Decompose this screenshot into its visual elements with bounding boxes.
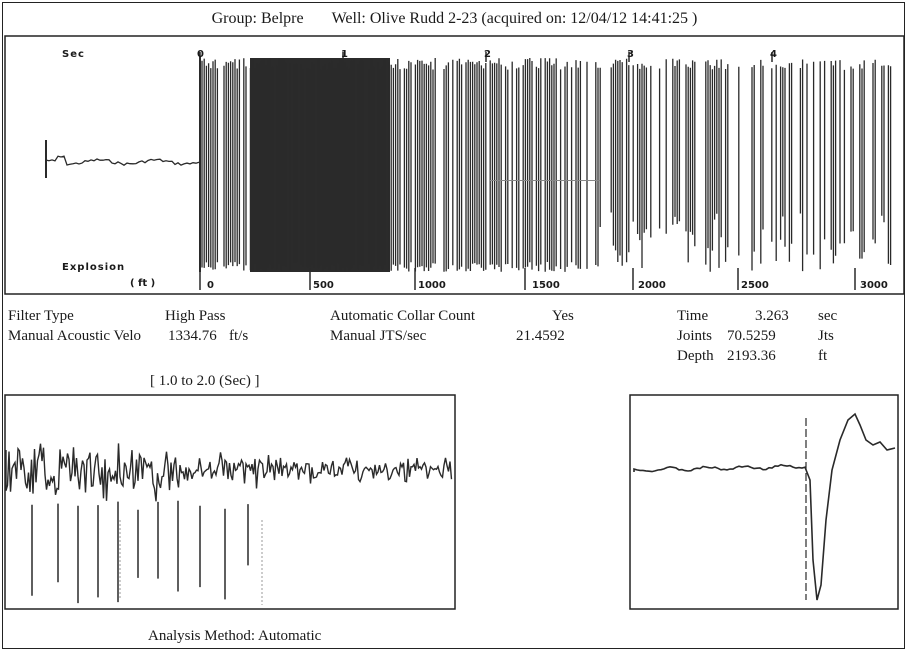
group-label: Group: Belpre (211, 10, 304, 27)
explosion-marker-label: Explosion (62, 262, 126, 273)
joints-result-unit: Jts (818, 328, 834, 344)
axis-marks-group (199, 52, 856, 290)
depth-tick-500: 500 (313, 280, 334, 291)
zoom-panel-border (4, 394, 456, 610)
velocity-value: 1334.76 (168, 328, 217, 344)
jts-per-sec-value: 21.4592 (516, 328, 565, 344)
joints-result-value: 70.5259 (727, 328, 776, 344)
time-tick-2: 2 (484, 49, 491, 60)
depth-tick-2000: 2000 (638, 280, 666, 291)
analysis-method-label: Analysis Method: Automatic (148, 628, 322, 644)
time-tick-1: 1 (341, 49, 348, 60)
collar-count-label: Automatic Collar Count (330, 308, 475, 324)
main-trace-panel-border (4, 35, 905, 295)
well-label: Well: Olive Rudd 2-23 (acquired on: 12/0… (331, 10, 698, 27)
jts-per-sec-label: Manual JTS/sec (330, 328, 427, 344)
depth-tick-3000: 3000 (860, 280, 888, 291)
time-tick-3: 3 (627, 49, 634, 60)
filter-type-value: High Pass (165, 308, 226, 324)
zoom-trace-group (5, 443, 453, 605)
time-result-unit: sec (818, 308, 838, 324)
pulse-panel-border (629, 394, 899, 610)
pre-trigger-trace (45, 155, 200, 166)
reflection-trace (201, 58, 892, 272)
zoom-waveform (5, 443, 453, 502)
velocity-label: Manual Acoustic Velo (8, 328, 142, 344)
joints-result-label: Joints (677, 328, 713, 344)
velocity-unit: ft/s (229, 328, 249, 344)
report-title: Group: Belpre Well: Olive Rudd 2-23 (acq… (0, 10, 909, 28)
filter-type-label: Filter Type (8, 308, 74, 324)
time-tick-0: 0 (197, 49, 204, 60)
axis-ticks (199, 52, 856, 290)
pulse-waveform (633, 412, 896, 601)
ft-axis-label: ( ft ) (130, 278, 156, 289)
sec-axis-label: Sec (62, 49, 85, 60)
depth-tick-1500: 1500 (532, 280, 560, 291)
depth-tick-0: 0 (207, 280, 214, 291)
depth-tick-1000: 1000 (418, 280, 446, 291)
depth-result-unit: ft (818, 348, 828, 364)
saturated-signal-block (250, 58, 390, 272)
depth-tick-2500: 2500 (741, 280, 769, 291)
collar-count-value: Yes (552, 308, 574, 324)
time-tick-4: 4 (770, 49, 777, 60)
time-result-value: 3.263 (755, 308, 789, 324)
pulse-trace-group (633, 412, 896, 601)
zoom-range-label: [ 1.0 to 2.0 (Sec) ] (150, 373, 260, 389)
depth-cursor-marker (490, 180, 600, 181)
depth-result-value: 2193.36 (727, 348, 776, 364)
depth-result-label: Depth (677, 348, 714, 364)
zoom-collar-spikes (31, 500, 249, 604)
time-result-label: Time (677, 308, 709, 324)
main-trace-group (45, 56, 892, 272)
